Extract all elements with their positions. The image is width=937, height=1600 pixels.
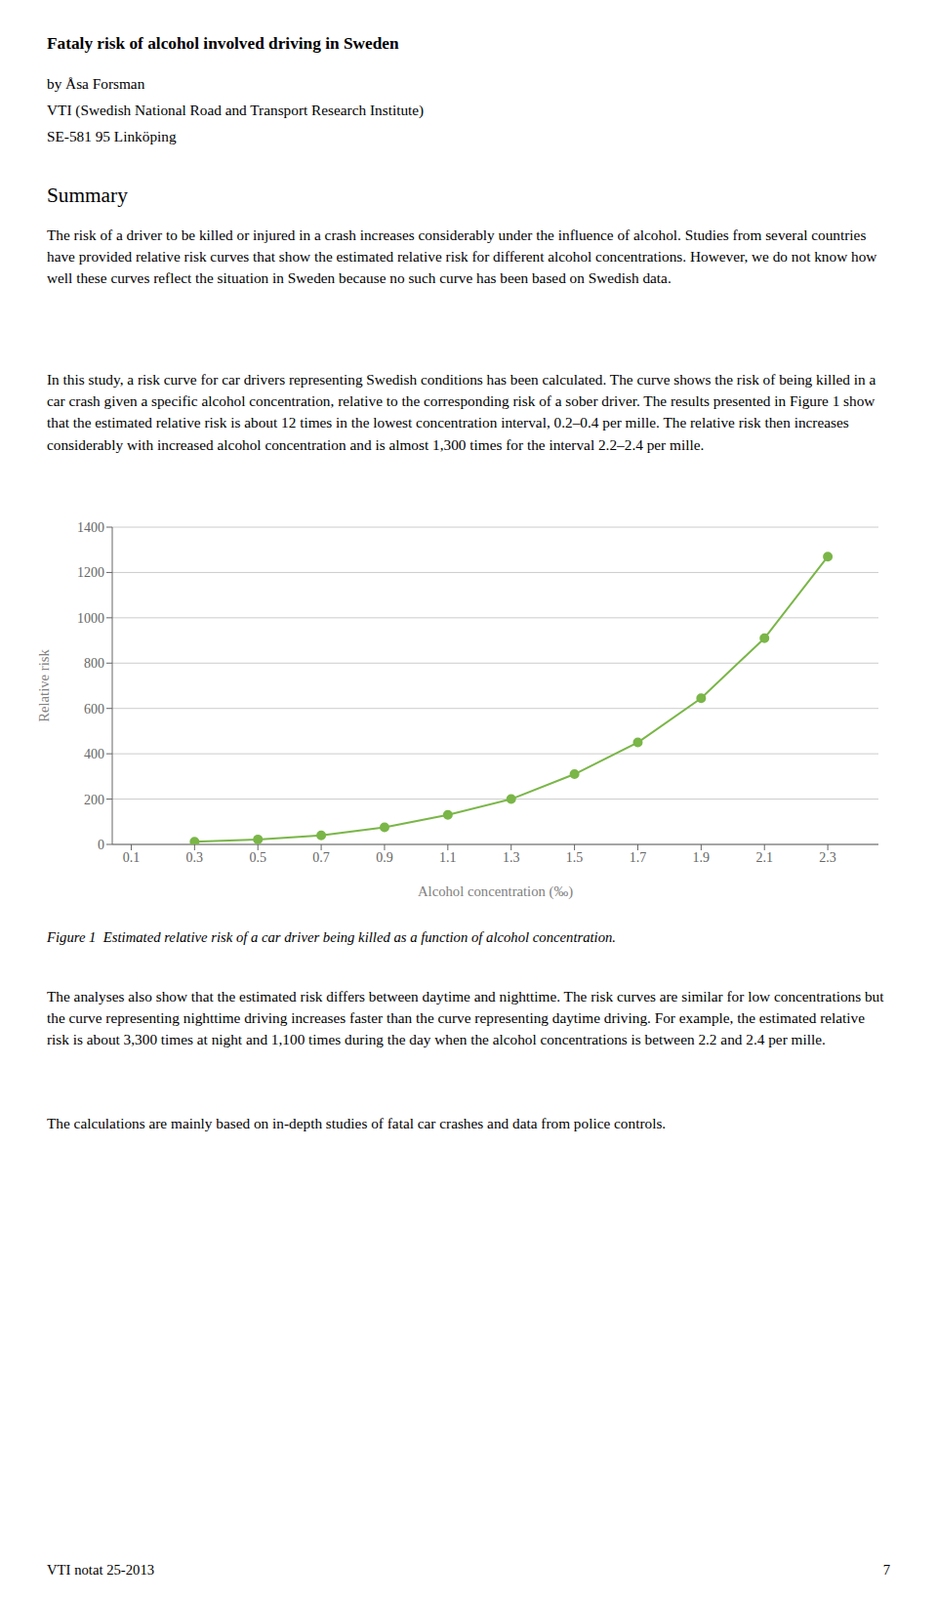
svg-text:200: 200 — [83, 792, 105, 808]
html-text:7: 7 — [883, 1561, 891, 1578]
svg-text:0.7: 0.7 — [312, 850, 330, 865]
svg-text:800: 800 — [83, 655, 105, 671]
svg-text:1.3: 1.3 — [502, 850, 521, 865]
html-text:The analyses also show that th: The analyses also show that the estimate… — [46, 987, 884, 1048]
svg-text:1.1: 1.1 — [439, 850, 457, 865]
svg-text:Relative risk: Relative risk — [36, 649, 52, 723]
svg-text:600: 600 — [83, 701, 105, 717]
html-text:The risk of a driver to be kil: The risk of a driver to be killed or inj… — [46, 226, 877, 287]
svg-text:2.1: 2.1 — [755, 850, 774, 865]
svg-text:0.9: 0.9 — [375, 850, 394, 865]
svg-text:1000: 1000 — [77, 611, 105, 626]
html-text:The calculations are mainly ba: The calculations are mainly based on in-… — [46, 1114, 666, 1132]
html-text:by Åsa Forsman: by Åsa Forsman — [46, 75, 145, 92]
svg-text:0.3: 0.3 — [186, 850, 204, 865]
html-text:Summary: Summary — [46, 183, 128, 207]
html-text:In this study, a risk curve fo: In this study, a risk curve for car driv… — [46, 370, 876, 453]
svg-text:1200: 1200 — [77, 565, 105, 580]
html-text:VTI (Swedish National Road and: VTI (Swedish National Road and Transport… — [46, 101, 424, 119]
html-text:SE-581 95 Linköping: SE-581 95 Linköping — [46, 127, 177, 145]
svg-text:0: 0 — [97, 837, 105, 853]
svg-text:1400: 1400 — [77, 520, 105, 535]
svg-text:Alcohol concentration (‰): Alcohol concentration (‰) — [417, 883, 573, 900]
svg-text:1.9: 1.9 — [692, 850, 711, 865]
html-text:Figure 1 Estimated relative ri: Figure 1 Estimated relative risk of a ca… — [46, 929, 616, 945]
svg-text:1.7: 1.7 — [629, 850, 648, 865]
svg-text:0.1: 0.1 — [122, 850, 140, 865]
svg-text:400: 400 — [83, 746, 105, 762]
svg-text:0.5: 0.5 — [248, 850, 267, 865]
html-text:VTI notat 25-2013: VTI notat 25-2013 — [46, 1561, 155, 1578]
svg-text:2.3: 2.3 — [818, 850, 837, 865]
svg-text:1.5: 1.5 — [566, 850, 584, 865]
html-text:Fataly risk of alcohol involve: Fataly risk of alcohol involved driving … — [46, 34, 399, 53]
